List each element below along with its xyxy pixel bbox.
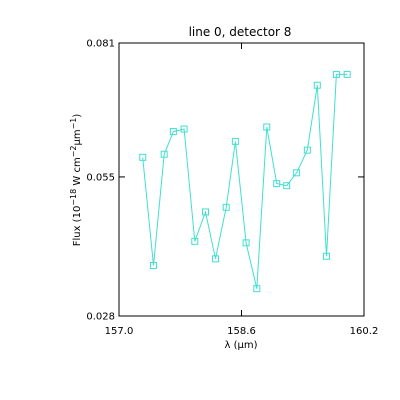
data-point-marker bbox=[169, 128, 177, 136]
chart-title: line 0, detector 8 bbox=[189, 25, 292, 39]
data-point-marker bbox=[139, 153, 147, 161]
y-tick-label: 0.081 bbox=[86, 39, 115, 50]
y-tick-label: 0.055 bbox=[86, 172, 115, 183]
data-point-marker bbox=[242, 239, 250, 247]
y-axis-ticks: 0.028 0.055 0.081 bbox=[86, 39, 364, 323]
series-markers bbox=[139, 70, 351, 293]
y-axis-label: Flux (10−18 W cm−2μm−1) bbox=[69, 114, 83, 247]
data-point-marker bbox=[332, 70, 340, 78]
data-point-marker bbox=[231, 137, 239, 145]
y-axis-label-part: ) bbox=[72, 114, 83, 118]
y-axis-label-superscript: −1 bbox=[69, 118, 78, 130]
data-point-marker bbox=[253, 285, 261, 293]
data-point-marker bbox=[191, 237, 199, 245]
data-point-marker bbox=[273, 180, 281, 188]
x-axis-label: λ (μm) bbox=[224, 340, 257, 351]
y-axis-label-superscript: −18 bbox=[69, 189, 78, 206]
data-point-marker bbox=[283, 182, 291, 190]
y-axis-label-part: μm bbox=[72, 129, 83, 145]
data-point-marker bbox=[211, 255, 219, 263]
x-tick-label: 158.6 bbox=[227, 326, 256, 337]
data-point-marker bbox=[303, 146, 311, 154]
data-point-marker bbox=[222, 203, 230, 211]
data-point-marker bbox=[313, 81, 321, 89]
x-tick-label: 157.0 bbox=[105, 326, 134, 337]
x-tick-label: 160.2 bbox=[350, 326, 379, 337]
data-point-marker bbox=[202, 208, 210, 216]
data-point-marker bbox=[322, 252, 330, 260]
y-axis-label-superscript: −2 bbox=[69, 146, 78, 158]
y-tick-label: 0.028 bbox=[86, 312, 115, 323]
x-axis-ticks: 157.0 158.6 160.2 bbox=[105, 43, 379, 337]
y-axis-label-part: Flux (10 bbox=[72, 206, 83, 247]
data-point-marker bbox=[180, 125, 188, 133]
data-point-marker bbox=[343, 70, 351, 78]
data-point-marker bbox=[263, 123, 271, 131]
series-line bbox=[142, 73, 348, 289]
data-point-marker bbox=[149, 262, 157, 270]
data-point-marker bbox=[293, 169, 301, 177]
data-point-marker bbox=[160, 150, 168, 158]
y-axis-label-part: W cm bbox=[72, 157, 83, 188]
